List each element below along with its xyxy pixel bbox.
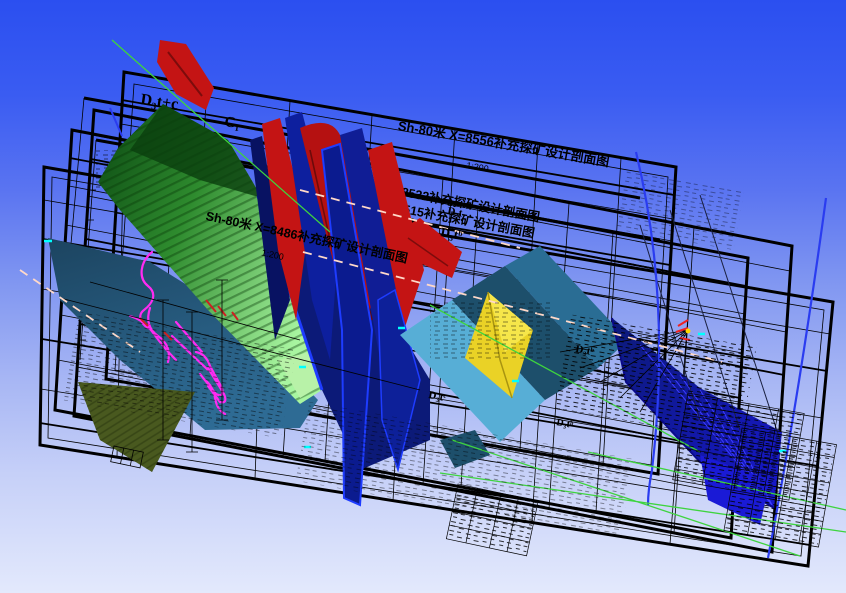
strata-label-d3t+c: D₃t+c bbox=[139, 91, 179, 113]
title-block-3 bbox=[723, 427, 837, 548]
strata-label-d3t: D₃t bbox=[446, 205, 463, 219]
title-block-1 bbox=[445, 483, 539, 557]
strata-label-d3tb-3: D₃tᵇ bbox=[555, 417, 574, 431]
sheet-scale-4: 1:200 bbox=[261, 247, 285, 261]
strata-label-d3tc-1: D₃tᶜ bbox=[427, 389, 447, 404]
strata-label-d3tb-2: D₃tᵇ bbox=[574, 343, 595, 358]
surface-green-main bbox=[98, 104, 330, 404]
strata-label-d3tb-1: D₃tᵇ bbox=[439, 224, 463, 243]
upper-right-annotations bbox=[615, 170, 745, 250]
sheet-title-1: Sh-80米 X=8556补充探矿设计剖面图 bbox=[397, 118, 611, 169]
sheet-scale-1: 1:200 bbox=[465, 160, 489, 174]
title-block-4 bbox=[110, 445, 144, 469]
strata-label-c1: C₁ bbox=[223, 114, 240, 132]
